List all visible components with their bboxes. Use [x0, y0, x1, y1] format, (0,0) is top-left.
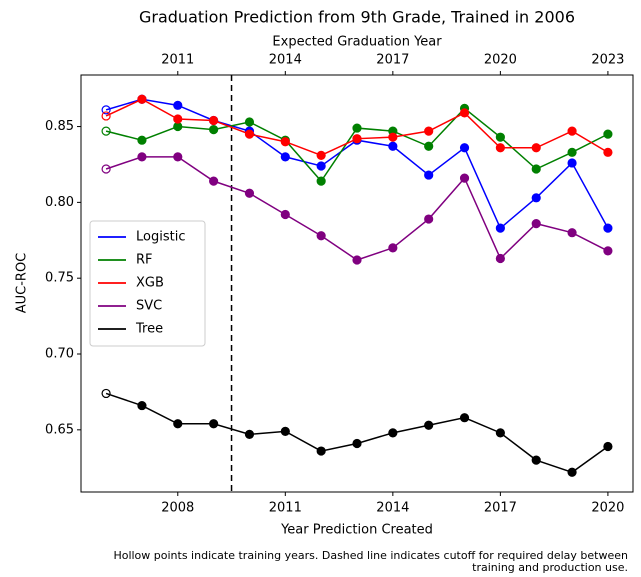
data-point — [424, 420, 434, 430]
legend-label: SVC — [136, 299, 162, 314]
data-point — [101, 388, 111, 399]
data-point — [495, 253, 505, 264]
x2-tick-label: 2020 — [484, 53, 517, 68]
data-point — [101, 105, 111, 115]
x2-tick-label: 2011 — [161, 53, 194, 68]
data-point — [209, 419, 219, 429]
data-point — [424, 126, 434, 136]
data-point — [424, 141, 434, 151]
data-point — [567, 147, 577, 157]
data-point — [101, 111, 111, 121]
data-point — [603, 129, 613, 139]
legend-label: Tree — [135, 322, 163, 337]
legend-box — [89, 220, 206, 347]
data-point — [567, 228, 577, 238]
data-point — [316, 176, 326, 186]
legend-label: RF — [136, 253, 153, 268]
x2-tick-label: 2017 — [376, 53, 409, 68]
chart-title: Graduation Prediction from 9th Grade, Tr… — [139, 8, 575, 27]
legend-label: XGB — [136, 276, 164, 291]
y-tick-label: 0.75 — [45, 271, 74, 286]
data-point — [388, 132, 398, 142]
data-point — [352, 255, 362, 265]
data-point — [316, 231, 326, 241]
data-point — [173, 114, 183, 124]
data-point — [388, 243, 398, 253]
data-point — [209, 124, 219, 135]
data-point — [531, 193, 541, 203]
data-point — [531, 219, 541, 229]
data-point — [280, 209, 290, 220]
footnote: Hollow points indicate training years. D… — [113, 549, 628, 562]
legend-label: Logistic — [136, 230, 185, 245]
data-point — [495, 223, 505, 233]
x2-tick-label: 2014 — [269, 53, 302, 68]
data-point — [137, 152, 147, 162]
data-point — [495, 428, 505, 438]
data-point — [101, 164, 111, 174]
y-tick-label: 0.65 — [45, 422, 74, 437]
data-point — [280, 426, 290, 436]
data-point — [603, 147, 613, 157]
data-point — [567, 158, 577, 168]
data-point — [209, 115, 219, 126]
data-point — [459, 143, 470, 153]
data-point — [567, 126, 577, 136]
data-point — [137, 135, 147, 145]
data-point — [531, 164, 541, 174]
data-point — [388, 428, 398, 438]
data-point — [459, 108, 470, 118]
plot-frame — [80, 74, 634, 493]
y-tick-label: 0.70 — [45, 347, 74, 362]
data-point — [137, 94, 147, 104]
data-point — [531, 143, 541, 153]
data-point — [567, 467, 577, 477]
y-axis-label: AUC-ROC — [15, 253, 30, 314]
data-point — [173, 152, 183, 162]
data-point — [173, 419, 183, 429]
data-point — [603, 223, 613, 233]
data-point — [101, 126, 111, 136]
y-tick-label: 0.85 — [45, 119, 74, 134]
data-point — [459, 173, 470, 183]
data-point — [603, 441, 613, 452]
data-point — [352, 134, 362, 144]
data-point — [244, 117, 255, 127]
data-point — [603, 246, 613, 256]
y-tick-label: 0.80 — [45, 195, 74, 210]
data-point — [244, 429, 255, 439]
data-point — [495, 132, 505, 142]
data-point — [316, 161, 326, 171]
data-point — [424, 170, 434, 180]
x2-axis-label: Expected Graduation Year — [272, 35, 442, 50]
data-point — [173, 121, 183, 132]
data-point — [137, 400, 147, 411]
data-point — [244, 188, 255, 198]
data-point — [388, 141, 398, 151]
data-point — [352, 123, 362, 133]
x-axis-label: Year Prediction Created — [280, 523, 433, 538]
data-point — [280, 152, 290, 162]
data-point — [495, 143, 505, 153]
x2-tick-label: 2023 — [591, 53, 624, 68]
footnote: training and production use. — [472, 561, 628, 574]
x-tick-label: 2008 — [161, 501, 194, 516]
x-tick-label: 2014 — [376, 501, 409, 516]
data-point — [316, 446, 326, 456]
data-point — [531, 455, 541, 465]
data-point — [209, 176, 219, 186]
data-point — [352, 438, 362, 449]
data-point — [424, 214, 434, 224]
data-point — [280, 137, 290, 147]
data-point — [459, 413, 470, 423]
data-point — [316, 150, 326, 160]
data-point — [244, 129, 255, 139]
x-tick-label: 2017 — [484, 501, 517, 516]
x-tick-label: 2020 — [591, 501, 624, 516]
x-tick-label: 2011 — [269, 501, 302, 516]
data-point — [173, 100, 183, 110]
